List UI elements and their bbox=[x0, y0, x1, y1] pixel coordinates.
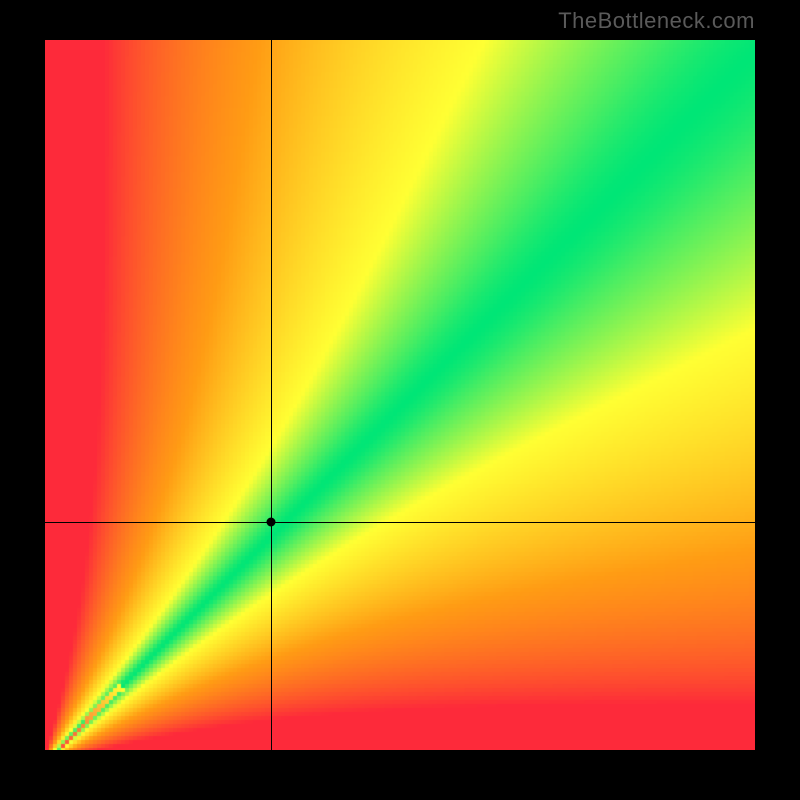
heatmap-plot-area bbox=[45, 40, 755, 750]
crosshair-horizontal bbox=[45, 522, 755, 523]
chart-frame: TheBottleneck.com bbox=[0, 0, 800, 800]
crosshair-marker-dot bbox=[266, 518, 275, 527]
heatmap-canvas bbox=[45, 40, 755, 750]
crosshair-vertical bbox=[271, 40, 272, 750]
watermark-text: TheBottleneck.com bbox=[558, 8, 755, 34]
